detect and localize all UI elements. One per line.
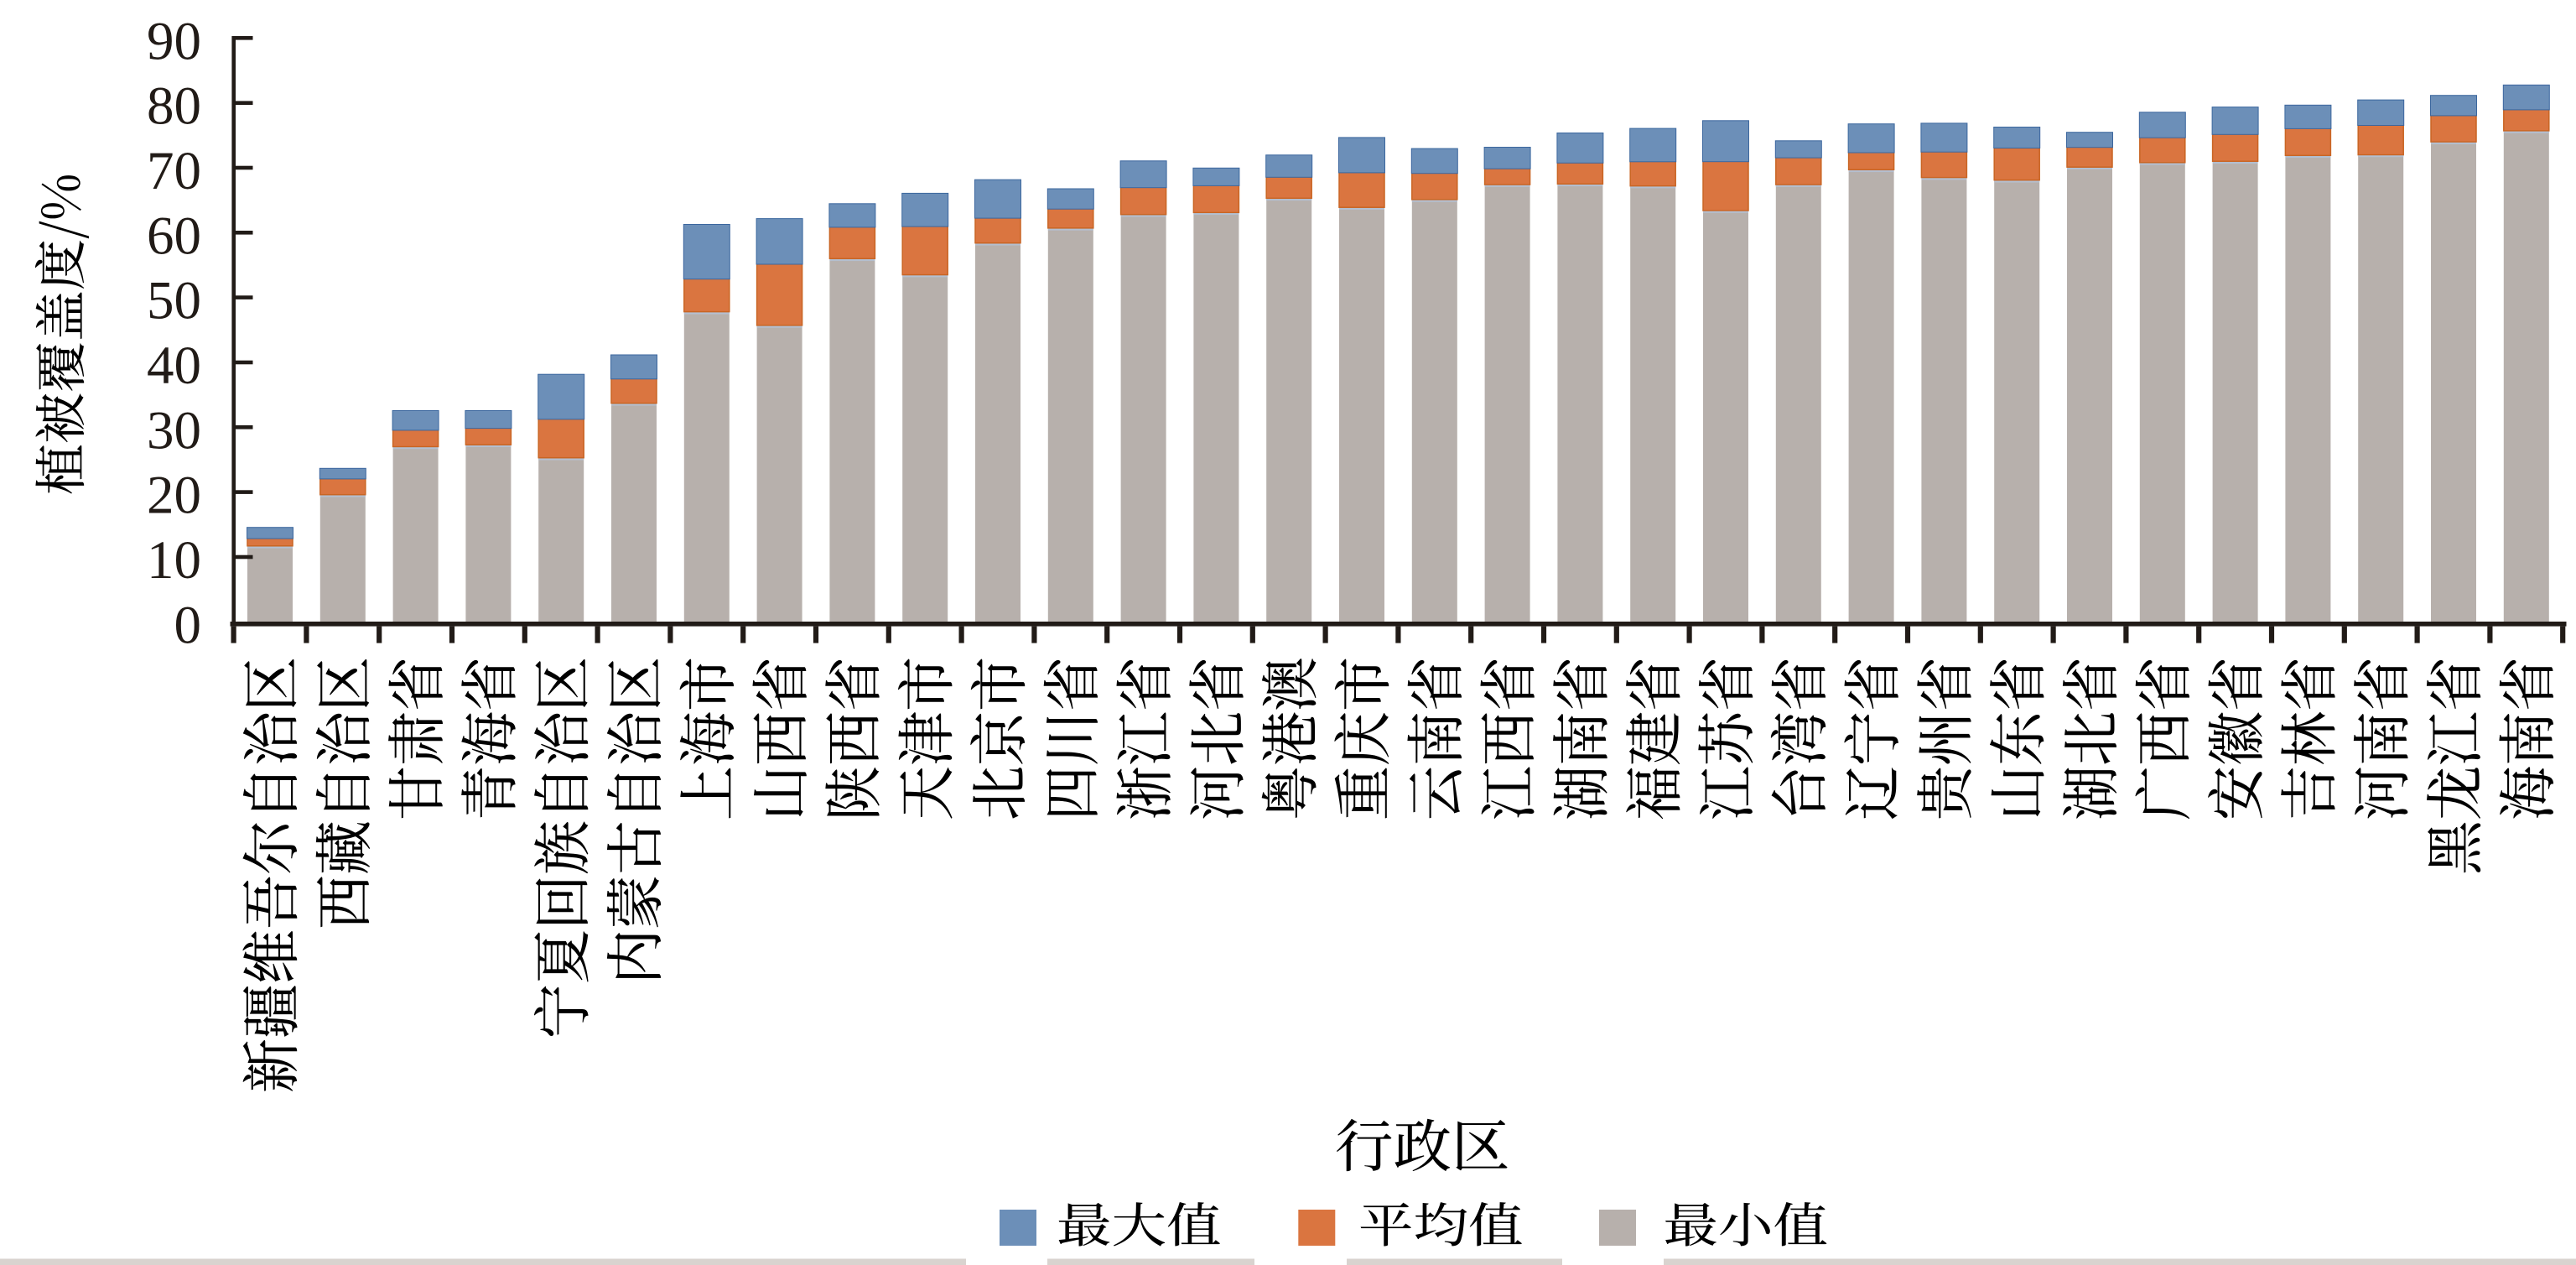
svg-text:10: 10: [147, 530, 201, 591]
svg-text:0: 0: [174, 595, 202, 655]
svg-text:40: 40: [147, 336, 201, 396]
svg-text:80: 80: [147, 76, 201, 137]
svg-text:60: 60: [147, 206, 201, 266]
svg-text:50: 50: [147, 271, 201, 331]
svg-text:90: 90: [147, 11, 201, 71]
svg-text:70: 70: [147, 141, 201, 201]
svg-text:20: 20: [147, 466, 201, 526]
svg-text:30: 30: [147, 400, 201, 461]
